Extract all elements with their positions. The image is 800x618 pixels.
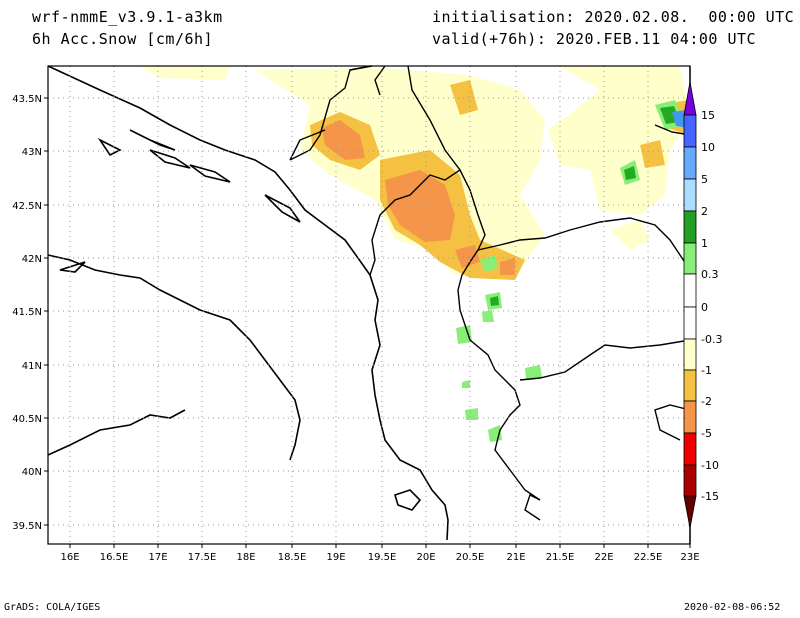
lon-label: 22E — [594, 552, 613, 563]
legend-label: -15 — [701, 490, 719, 503]
lat-labels: 43.5N 43N 42.5N 42N 41.5N 41N 40.5N 40N … — [12, 94, 42, 532]
valid-label: valid(+76h): — [432, 30, 547, 48]
legend-label: 2 — [701, 205, 708, 218]
footer-timestamp: 2020-02-08-06:52 — [684, 602, 781, 613]
lon-labels: 16E 16.5E 17E 17.5E 18E 18.5E 19E 19.5E … — [60, 552, 699, 563]
lat-label: 39.5N — [12, 521, 42, 532]
lon-label: 18.5E — [278, 552, 307, 563]
lat-label: 43N — [22, 147, 42, 158]
init-time: initialisation: 2020.02.08. 00:00 UTC — [432, 8, 794, 26]
legend-label: 0 — [701, 301, 708, 314]
legend-label: 15 — [701, 109, 715, 122]
legend-swatch — [683, 306, 697, 340]
init-label: initialisation: — [432, 8, 575, 26]
lat-label: 42N — [22, 254, 42, 265]
legend-swatch — [683, 495, 697, 529]
legend-swatch — [683, 114, 697, 148]
lon-label: 21E — [506, 552, 525, 563]
lat-label: 43.5N — [12, 94, 42, 105]
legend-swatch — [683, 432, 697, 466]
legend-label: 5 — [701, 173, 708, 186]
snow-shading — [140, 66, 690, 442]
legend-label: 0.3 — [701, 268, 719, 281]
lat-label: 40.5N — [12, 414, 42, 425]
lon-label: 19E — [326, 552, 345, 563]
legend-label: -0.3 — [701, 333, 722, 346]
lat-label: 40N — [22, 467, 42, 478]
field-title: 6h Acc.Snow [cm/6h] — [32, 30, 214, 48]
legend-swatch — [683, 210, 697, 244]
legend-swatch — [683, 338, 697, 371]
legend-swatch — [683, 178, 697, 212]
gridlines — [48, 66, 690, 544]
lat-label: 42.5N — [12, 201, 42, 212]
legend-swatch — [683, 400, 697, 434]
lon-label: 16E — [60, 552, 79, 563]
model-title: wrf-nmmE_v3.9.1-a3km — [32, 8, 223, 26]
axis-ticks — [44, 97, 691, 548]
legend-swatch — [683, 273, 697, 308]
footer-credit: GrADS: COLA/IGES — [4, 602, 101, 613]
legend-swatch — [683, 242, 697, 275]
lat-label: 41.5N — [12, 307, 42, 318]
lon-label: 17.5E — [188, 552, 217, 563]
lon-label: 23E — [680, 552, 699, 563]
lat-label: 41N — [22, 361, 42, 372]
legend-swatch — [683, 369, 697, 402]
legend-label: -10 — [701, 459, 719, 472]
legend-label: -5 — [701, 427, 712, 440]
color-legend — [683, 81, 697, 529]
legend-swatch — [683, 146, 697, 180]
lon-label: 19.5E — [368, 552, 397, 563]
init-value: 2020.02.08. 00:00 UTC — [584, 8, 795, 26]
lon-label: 16.5E — [100, 552, 129, 563]
valid-value: 2020.FEB.11 04:00 UTC — [555, 30, 757, 48]
lon-label: 20E — [416, 552, 435, 563]
lon-label: 17E — [148, 552, 167, 563]
legend-label: 1 — [701, 237, 708, 250]
lon-label: 21.5E — [546, 552, 575, 563]
valid-time: valid(+76h): 2020.FEB.11 04:00 UTC — [432, 30, 756, 48]
lon-label: 20.5E — [456, 552, 485, 563]
legend-swatch — [683, 464, 697, 497]
legend-label: 10 — [701, 141, 715, 154]
lon-label: 22.5E — [634, 552, 663, 563]
legend-label: -1 — [701, 364, 712, 377]
legend-label: -2 — [701, 395, 712, 408]
lon-label: 18E — [236, 552, 255, 563]
legend-labels: 15 10 5 2 1 0.3 0 -0.3 -1 -2 -5 -10 -15 — [701, 109, 722, 503]
